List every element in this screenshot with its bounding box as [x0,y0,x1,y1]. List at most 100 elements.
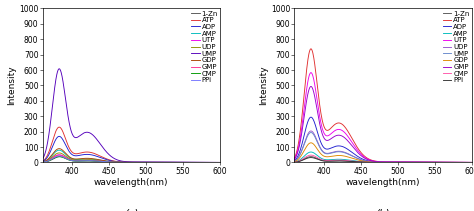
AMP [473,161,474,164]
Line: UDP: UDP [39,153,224,162]
1-Zn [473,161,474,164]
GDP [336,154,341,157]
CMP [36,161,42,164]
GDP [84,157,90,160]
GMP [288,161,293,163]
UMP [69,132,75,135]
UTP [160,161,165,164]
1-Zn [160,161,165,164]
UDP [160,161,165,164]
PPi [36,161,42,164]
CMP [411,161,417,164]
UTP [397,161,402,163]
GMP [56,154,62,156]
PPi [56,155,62,157]
ADP [84,153,90,156]
UMP [221,161,227,164]
UMP [120,160,126,162]
UDP [321,151,327,153]
AMP [411,161,417,164]
Line: GDP: GDP [39,149,224,162]
UTP [411,161,417,163]
UTP [473,161,474,164]
AMP [308,151,314,153]
PPi [221,161,227,164]
Line: UMP: UMP [291,133,474,162]
PPi [288,161,293,164]
CMP [336,159,341,161]
ADP [411,161,417,164]
Line: GMP: GMP [39,155,224,162]
1-Zn [57,155,63,158]
CMP [221,161,227,164]
AMP [84,158,90,160]
ATP [36,161,42,164]
ATP [336,122,341,124]
ADP [145,161,151,164]
UDP [288,161,293,164]
CMP [69,160,75,162]
UTP [372,160,377,162]
1-Zn [36,161,42,164]
UTP [336,128,341,131]
UTP [120,161,126,164]
ATP [145,161,151,164]
Line: UTP: UTP [39,155,224,162]
UTP [145,161,151,164]
AMP [372,161,377,164]
AMP [175,161,181,164]
GDP [175,161,181,164]
1-Zn [69,159,75,162]
1-Zn [411,161,417,164]
ADP [221,161,227,164]
GMP [145,161,151,164]
GMP [473,161,474,164]
GDP [288,161,293,164]
UDP [84,158,90,161]
GMP [321,136,327,139]
1-Zn [372,161,377,164]
UMP [411,161,417,164]
Legend: 1-Zn, ATP, ADP, AMP, UTP, UDP, UMP, GDP, GMP, CMP, PPi: 1-Zn, ATP, ADP, AMP, UTP, UDP, UMP, GDP,… [442,10,470,84]
ATP [473,161,474,164]
GMP [36,161,42,164]
ATP [308,47,314,50]
CMP [175,161,181,164]
UMP [397,161,402,164]
UMP [288,161,293,164]
GMP [411,161,417,163]
ATP [175,161,181,164]
GMP [427,161,433,164]
ADP [175,161,181,164]
UTP [69,159,75,161]
1-Zn [120,161,126,164]
ADP [473,161,474,164]
PPi [175,161,181,164]
GMP [69,159,75,162]
CMP [145,161,151,164]
PPi [308,156,314,159]
ATP [84,151,90,153]
UMP [56,68,62,70]
1-Zn [308,155,314,158]
ADP [308,116,314,118]
Line: ATP: ATP [39,127,224,162]
ADP [288,161,293,164]
AMP [397,161,402,164]
GDP [120,161,126,164]
UTP [36,161,42,164]
UMP [145,161,151,163]
1-Zn [321,160,327,162]
GMP [160,161,165,164]
GDP [69,157,75,160]
Line: AMP: AMP [291,152,474,162]
ADP [321,146,327,149]
AMP [120,161,126,164]
PPi [120,161,126,164]
GDP [56,147,62,150]
GDP [397,161,402,164]
AMP [69,158,75,160]
AMP [56,149,62,151]
ATP [372,160,377,162]
PPi [427,161,433,164]
